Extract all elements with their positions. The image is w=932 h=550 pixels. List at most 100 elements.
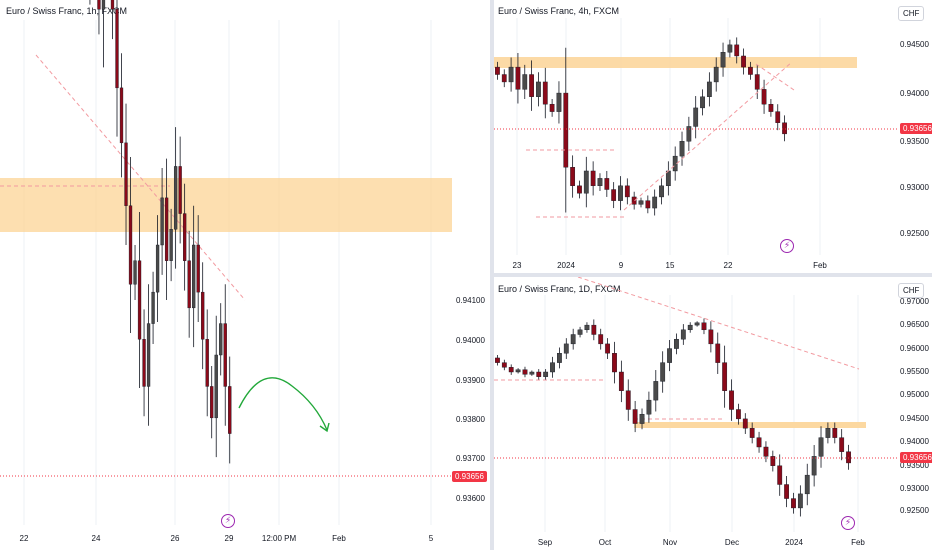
x-tick-label: Sep <box>538 538 553 547</box>
candle-body <box>839 437 845 452</box>
candle-body <box>708 329 714 345</box>
candle-body <box>119 87 124 144</box>
candle-body <box>228 386 232 434</box>
candle-body <box>164 197 169 261</box>
candle-body <box>604 178 610 190</box>
candle-body <box>196 244 200 293</box>
candle-body <box>563 343 569 354</box>
candle-body <box>495 66 500 75</box>
x-tick-label: 2024 <box>557 261 575 270</box>
candle-body <box>846 451 851 464</box>
candle-body <box>804 474 810 495</box>
candle-body <box>686 126 692 142</box>
chart-pane-1d[interactable]: Euro / Swiss Franc, 1D, FXCM CHF Sep Oct N… <box>494 277 932 550</box>
chart-pane-1h[interactable]: Euro / Swiss Franc, 1h, FXCM 0.94100 0.94… <box>0 0 490 550</box>
currency-badge-right[interactable]: CHF <box>898 283 925 298</box>
candle-body <box>133 260 137 285</box>
candle-body <box>625 390 631 410</box>
candle-body <box>754 74 760 90</box>
candle-body <box>577 185 582 194</box>
candle-body <box>183 213 187 261</box>
right-tick-label: 0.92500 <box>900 229 929 238</box>
candle-body <box>665 170 671 187</box>
candle-body <box>142 339 146 387</box>
last-price-tag: 0.93656 <box>900 123 932 134</box>
candle-body <box>146 323 151 387</box>
x-tick-label: Feb <box>851 538 865 547</box>
candle-body <box>155 244 160 293</box>
x-tick-label: Feb <box>332 534 346 543</box>
x-tick-label: 2024 <box>785 538 803 547</box>
right-tick-label: 0.94500 <box>900 414 929 423</box>
last-price-tag: 0.93656 <box>900 452 932 463</box>
chart-1d-canvas[interactable]: Sep Oct Nov Dec 2024 Feb 0.97000 0.96500 0.96000… <box>494 277 932 550</box>
candle-body <box>529 371 535 375</box>
candle-body <box>782 122 787 135</box>
candle-body <box>742 418 748 429</box>
candle-body <box>638 200 644 205</box>
chart-1h-canvas[interactable]: 0.94100 0.94000 0.93900 0.93800 0.93700 0.936… <box>0 0 490 550</box>
x-tick-label: 24 <box>92 534 101 543</box>
candle-body <box>832 428 838 438</box>
candle-body <box>214 354 218 419</box>
right-tick-label: 0.94000 <box>900 437 929 446</box>
candle-body <box>612 353 617 373</box>
forecast-arrow <box>238 377 328 431</box>
candle-body <box>680 329 686 340</box>
currency-badge-right[interactable]: CHF <box>898 6 925 21</box>
y-tick-label: 0.93800 <box>456 415 485 424</box>
candle-body <box>201 291 205 340</box>
candle-body <box>501 74 507 83</box>
x-tick-label: Feb <box>813 261 827 270</box>
candle-body <box>173 166 178 230</box>
candle-body <box>515 369 521 373</box>
candle-body <box>515 66 521 90</box>
candle-body <box>693 107 699 127</box>
right-tick-label: 0.93000 <box>900 183 929 192</box>
x-tick-label: 5 <box>429 534 434 543</box>
pane-divider-horizontal[interactable] <box>494 273 932 277</box>
last-price-tag: 0.93656 <box>452 471 487 482</box>
candle-body <box>741 55 746 68</box>
flash-icon[interactable]: ⚡ <box>841 516 855 530</box>
candle-body <box>667 348 672 363</box>
candle-body <box>124 142 128 206</box>
candle-body <box>618 371 624 391</box>
right-tick-label: 0.93500 <box>900 137 929 146</box>
candle-body <box>187 260 191 309</box>
right-tick-label: 0.96500 <box>900 320 929 329</box>
candle-body <box>818 437 824 457</box>
candle-body <box>605 343 610 354</box>
candle-body <box>687 324 693 331</box>
flash-icon[interactable]: ⚡ <box>221 514 235 528</box>
candle-body <box>645 200 651 209</box>
x-tick-label: 22 <box>724 261 733 270</box>
x-tick-label: Dec <box>725 538 739 547</box>
chart-title: Euro / Swiss Franc, 4h, FXCM <box>498 6 620 16</box>
candle-body <box>549 103 555 112</box>
x-tick-label: 23 <box>513 261 522 270</box>
candle-body <box>694 322 700 326</box>
candle-body <box>720 52 726 68</box>
pane-divider-vertical[interactable] <box>490 0 494 550</box>
candle-body <box>763 446 769 457</box>
flash-icon[interactable]: ⚡ <box>780 239 794 253</box>
candle-body <box>768 103 774 112</box>
chart-title: Euro / Swiss Franc, 1D, FXCM <box>498 284 621 294</box>
chart-pane-4h[interactable]: CHF Euro / Swiss Franc, 4h, FXCM CHF 0.9… <box>494 0 932 273</box>
support-zone <box>634 422 866 428</box>
candle-body <box>706 81 712 97</box>
candle-body <box>674 338 679 349</box>
supply-zone <box>494 57 857 68</box>
trend-line <box>755 63 795 91</box>
candle-body <box>529 74 534 97</box>
candle-body <box>522 74 528 90</box>
trend-line <box>623 61 793 211</box>
x-tick-label: 26 <box>171 534 180 543</box>
chart-4h-canvas[interactable]: 0.948000.947000.946000.945000.944000.943… <box>494 0 932 273</box>
candle-body <box>632 409 638 424</box>
candle-body <box>205 339 209 387</box>
candle-body <box>722 362 728 391</box>
y-tick-label: 0.93900 <box>456 376 485 385</box>
candle-body <box>770 456 776 466</box>
